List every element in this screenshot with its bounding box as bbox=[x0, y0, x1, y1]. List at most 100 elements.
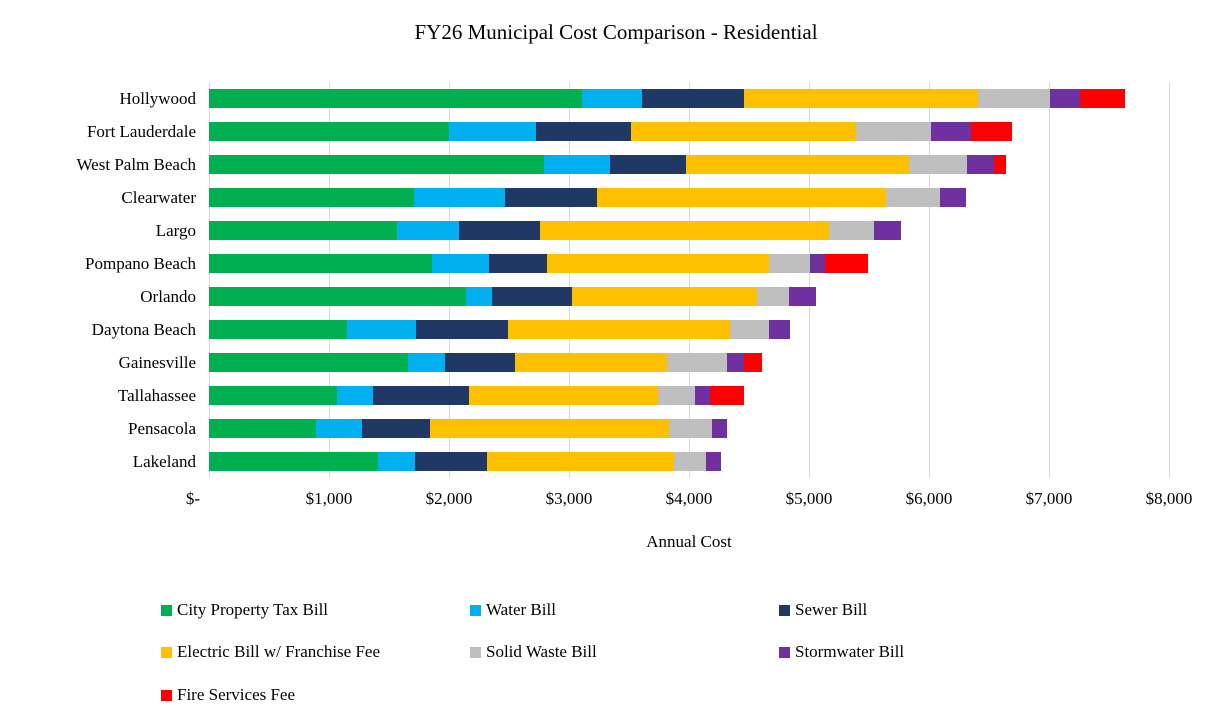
bar-segment-electric-bill-w-franchise-fee bbox=[744, 89, 978, 108]
x-tick-label: $6,000 bbox=[905, 489, 953, 508]
bar-row bbox=[209, 181, 1169, 214]
stacked-bar bbox=[209, 287, 817, 306]
category-label: Daytona Beach bbox=[91, 320, 196, 339]
legend-swatch-icon bbox=[470, 646, 481, 658]
bar-segment-water-bill bbox=[378, 452, 415, 471]
bar-segment-stormwater-bill bbox=[694, 386, 710, 405]
bar-segment-stormwater-bill bbox=[726, 353, 744, 372]
bar-segment-solid-waste-bill bbox=[855, 122, 931, 141]
x-tick-label: $- bbox=[185, 489, 201, 508]
legend-swatch-icon bbox=[161, 646, 172, 658]
x-tick-label: $5,000 bbox=[785, 489, 833, 508]
bar-segment-water-bill bbox=[408, 353, 445, 372]
legend-label: City Property Tax Bill bbox=[177, 600, 329, 619]
bar-segment-city-property-tax-bill bbox=[209, 254, 433, 273]
bar-segment-solid-waste-bill bbox=[673, 452, 707, 471]
legend-label: Fire Services Fee bbox=[177, 685, 296, 704]
legend-item: Stormwater Bill bbox=[779, 641, 904, 663]
bar-segment-sewer-bill bbox=[491, 287, 572, 306]
bar-segment-city-property-tax-bill bbox=[209, 386, 337, 405]
bar-segment-solid-waste-bill bbox=[730, 320, 770, 339]
legend-swatch-icon bbox=[161, 689, 172, 701]
bar-segment-sewer-bill bbox=[444, 353, 515, 372]
stacked-bar bbox=[209, 89, 1125, 108]
legend-swatch-icon bbox=[779, 646, 790, 658]
bar-segment-fire-services-fee bbox=[709, 386, 744, 405]
bar-segment-stormwater-bill bbox=[769, 320, 791, 339]
bar-segment-sewer-bill bbox=[488, 254, 548, 273]
legend-item: Sewer Bill bbox=[779, 599, 867, 621]
category-label: Lakeland bbox=[132, 452, 196, 471]
bar-segment-water-bill bbox=[347, 320, 416, 339]
gridline bbox=[809, 82, 810, 478]
bar-row bbox=[209, 247, 1169, 280]
bar-row bbox=[209, 214, 1169, 247]
bar-segment-stormwater-bill bbox=[874, 221, 901, 240]
category-label: West Palm Beach bbox=[76, 155, 197, 174]
bar-segment-water-bill bbox=[466, 287, 492, 306]
bar-segment-solid-waste-bill bbox=[769, 254, 810, 273]
category-label: Clearwater bbox=[121, 188, 196, 207]
bar-row bbox=[209, 280, 1169, 313]
bar-segment-stormwater-bill bbox=[940, 188, 966, 207]
legend-swatch-icon bbox=[161, 604, 172, 616]
gridline bbox=[569, 82, 570, 478]
bar-segment-city-property-tax-bill bbox=[209, 353, 409, 372]
x-axis-title: Annual Cost bbox=[646, 532, 732, 551]
bar-segment-water-bill bbox=[315, 419, 362, 438]
bar-segment-electric-bill-w-franchise-fee bbox=[429, 419, 670, 438]
bar-segment-electric-bill-w-franchise-fee bbox=[468, 386, 658, 405]
bar-segment-solid-waste-bill bbox=[886, 188, 941, 207]
category-label: Fort Lauderdale bbox=[86, 122, 196, 141]
bar-segment-water-bill bbox=[336, 386, 373, 405]
bar-segment-stormwater-bill bbox=[930, 122, 971, 141]
bar-segment-sewer-bill bbox=[610, 155, 686, 174]
legend-swatch-icon bbox=[470, 604, 481, 616]
legend-label: Electric Bill w/ Franchise Fee bbox=[177, 642, 380, 661]
bar-row bbox=[209, 412, 1169, 445]
stacked-bar bbox=[209, 254, 869, 273]
bar-segment-solid-waste-bill bbox=[977, 89, 1051, 108]
bar-segment-city-property-tax-bill bbox=[209, 155, 544, 174]
x-tick-label: $8,000 bbox=[1145, 489, 1193, 508]
bar-segment-fire-services-fee bbox=[743, 353, 762, 372]
bar-segment-stormwater-bill bbox=[706, 452, 721, 471]
bar-row bbox=[209, 346, 1169, 379]
legend-swatch-icon bbox=[779, 604, 790, 616]
x-tick-label: $4,000 bbox=[665, 489, 713, 508]
category-label: Pensacola bbox=[128, 419, 196, 438]
bar-segment-solid-waste-bill bbox=[657, 386, 695, 405]
bar-row bbox=[209, 82, 1169, 115]
x-tick-label: $1,000 bbox=[305, 489, 353, 508]
legend-label: Solid Waste Bill bbox=[486, 642, 597, 661]
bar-segment-sewer-bill bbox=[641, 89, 745, 108]
bar-segment-stormwater-bill bbox=[966, 155, 994, 174]
bar-segment-electric-bill-w-franchise-fee bbox=[597, 188, 887, 207]
category-label: Hollywood bbox=[119, 89, 197, 108]
legend-item: Solid Waste Bill bbox=[470, 641, 597, 663]
bar-segment-city-property-tax-bill bbox=[209, 221, 398, 240]
bar-segment-city-property-tax-bill bbox=[209, 122, 449, 141]
x-tick-label: $7,000 bbox=[1025, 489, 1073, 508]
gridline bbox=[1169, 82, 1170, 478]
category-label: Orlando bbox=[140, 287, 196, 306]
bar-segment-stormwater-bill bbox=[1050, 89, 1080, 108]
bar-segment-solid-waste-bill bbox=[829, 221, 875, 240]
bar-row bbox=[209, 313, 1169, 346]
category-label: Tallahassee bbox=[117, 386, 196, 405]
bar-segment-electric-bill-w-franchise-fee bbox=[514, 353, 667, 372]
gridline bbox=[929, 82, 930, 478]
bar-segment-solid-waste-bill bbox=[757, 287, 789, 306]
bar-segment-solid-waste-bill bbox=[909, 155, 967, 174]
bar-segment-sewer-bill bbox=[504, 188, 598, 207]
bar-segment-water-bill bbox=[414, 188, 505, 207]
bar-segment-city-property-tax-bill bbox=[209, 452, 379, 471]
legend-label: Stormwater Bill bbox=[795, 642, 905, 661]
bar-segment-water-bill bbox=[582, 89, 642, 108]
bar-row bbox=[209, 379, 1169, 412]
bar-segment-fire-services-fee bbox=[970, 122, 1012, 141]
bar-segment-city-property-tax-bill bbox=[209, 320, 347, 339]
plot-area bbox=[209, 82, 1170, 478]
bar-segment-sewer-bill bbox=[536, 122, 631, 141]
